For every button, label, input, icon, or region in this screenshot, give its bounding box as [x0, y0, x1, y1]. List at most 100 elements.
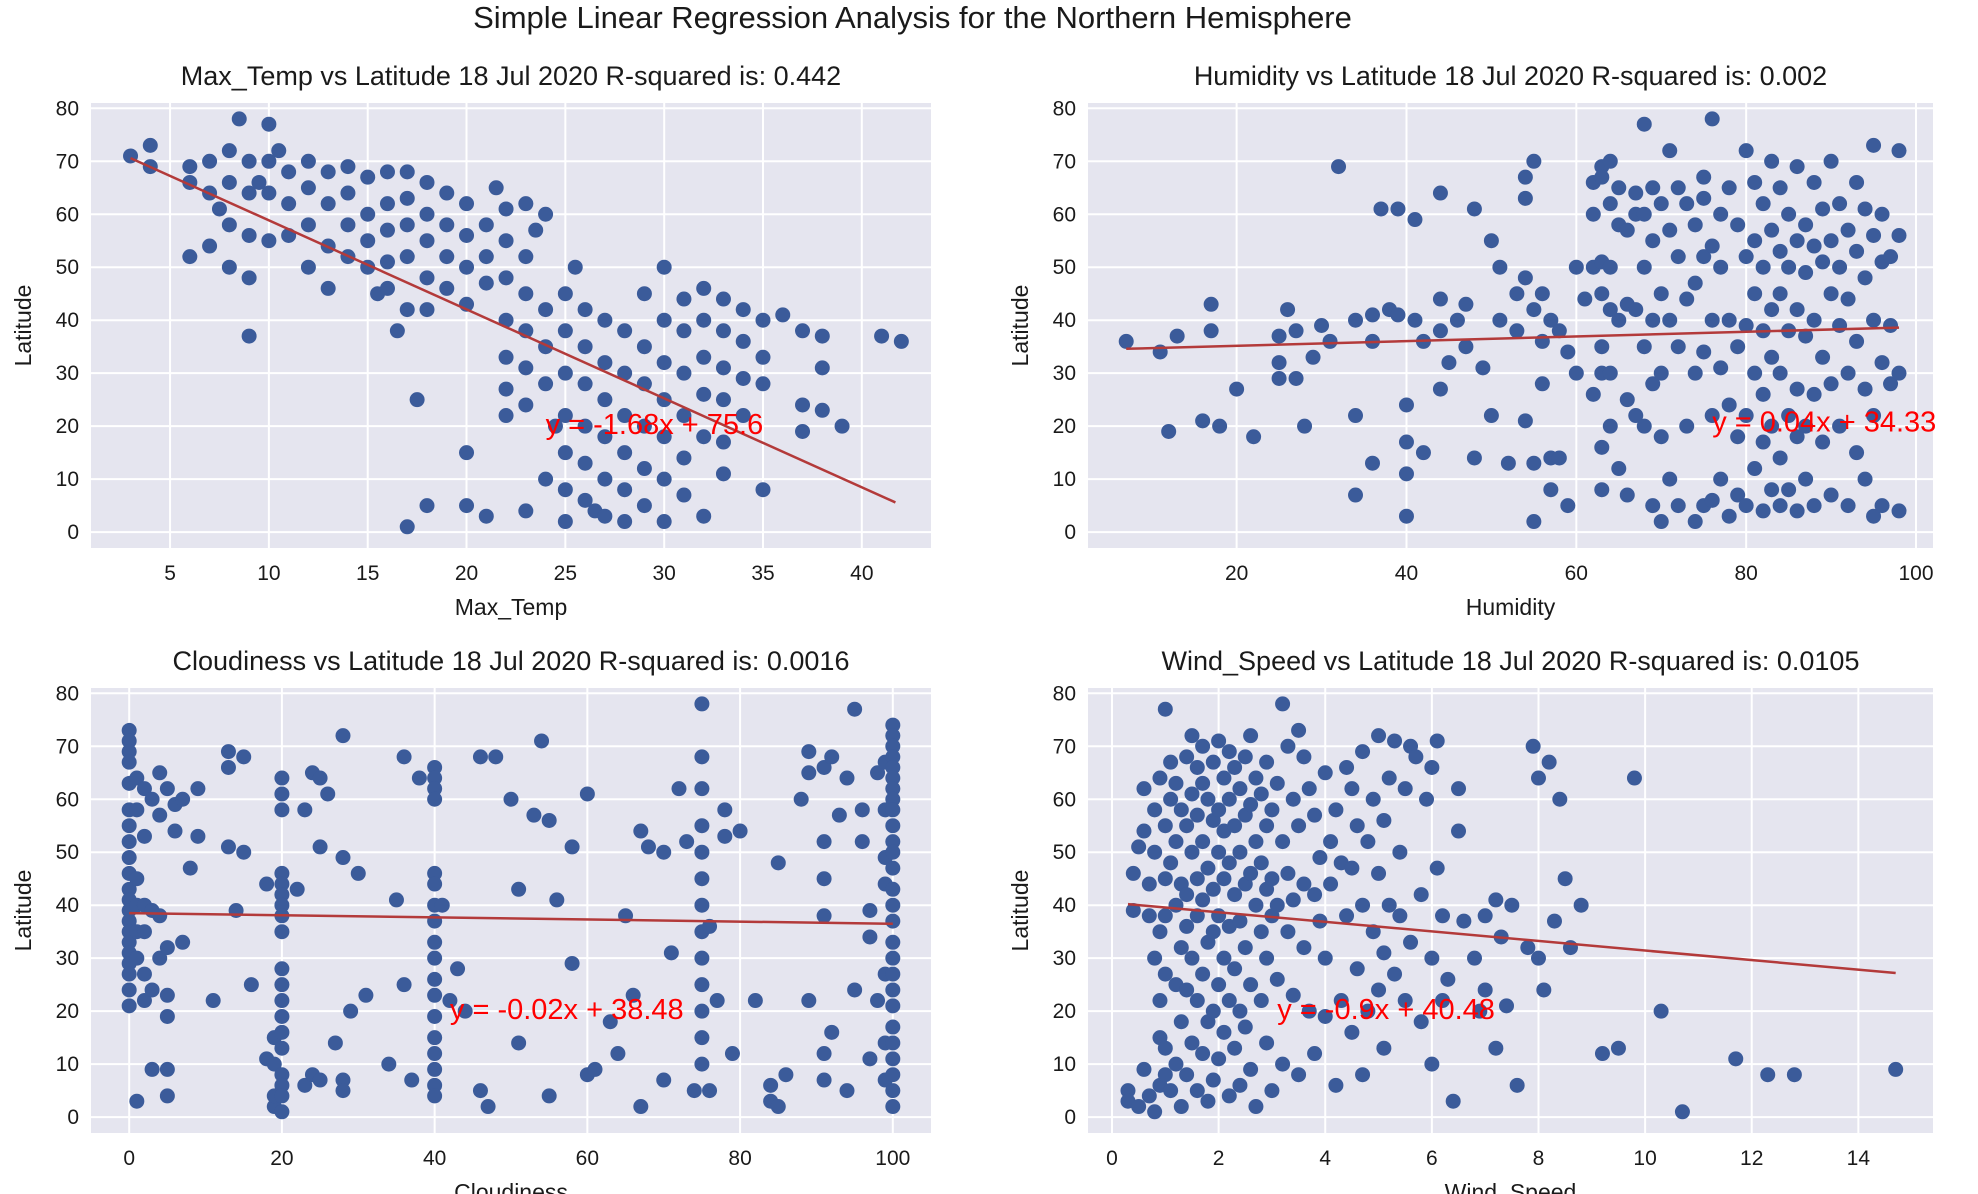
cloudiness-data-point: [885, 717, 901, 733]
cloudiness-title: Cloudiness vs Latitude 18 Jul 2020 R-squ…: [173, 646, 850, 676]
wind-speed-data-point: [1355, 1067, 1371, 1083]
wind-speed-data-point: [1157, 1040, 1173, 1056]
max-temp-data-point: [419, 206, 435, 222]
humidity-data-point: [1645, 498, 1661, 514]
max-temp-data-point: [755, 376, 771, 392]
humidity-data-point: [1747, 365, 1763, 381]
wind-speed-data-point: [1205, 1003, 1221, 1019]
humidity-data-point: [1721, 508, 1737, 524]
max-temp-data-point: [439, 185, 455, 201]
max-temp-data-point: [538, 302, 554, 318]
wind-speed-data-point: [1259, 950, 1275, 966]
cloudiness-data-point: [190, 828, 206, 844]
humidity-data-point: [1314, 318, 1330, 333]
humidity-data-point: [1823, 233, 1839, 249]
humidity-data-point: [1704, 111, 1720, 127]
wind-speed-data-point: [1397, 993, 1413, 1009]
humidity-data-point: [1662, 143, 1678, 159]
max-temp-data-point: [518, 249, 534, 265]
wind-speed-data-point: [1536, 982, 1552, 998]
wind-speed-data-point: [1179, 818, 1195, 834]
cloudiness-data-point: [541, 1088, 557, 1104]
humidity-data-point: [1738, 498, 1754, 514]
max-temp-data-point: [182, 159, 198, 175]
wind-speed-data-point: [1435, 908, 1451, 924]
max-temp-data-point: [814, 328, 830, 344]
cloudiness-data-point: [404, 1072, 420, 1088]
humidity-data-point: [1568, 259, 1584, 275]
humidity-data-point: [1645, 180, 1661, 196]
max-temp-data-point: [715, 291, 731, 307]
humidity-data-point: [1857, 381, 1873, 397]
humidity-data-point: [1398, 466, 1414, 482]
cloudiness-data-point: [274, 802, 290, 818]
humidity-data-point: [1891, 143, 1907, 159]
cloudiness-data-point: [801, 744, 817, 760]
humidity-data-point: [1619, 222, 1635, 238]
cloudiness-data-point: [220, 744, 236, 760]
cloudiness-data-point: [587, 1061, 603, 1077]
humidity-data-point: [1628, 185, 1644, 201]
humidity-data-point: [1823, 286, 1839, 302]
wind-speed-data-point: [1248, 1099, 1264, 1115]
cloudiness-data-point: [694, 781, 710, 797]
humidity-data-point: [1577, 291, 1593, 307]
wind-speed-data-point: [1344, 1024, 1360, 1040]
cloudiness-data-point: [312, 839, 328, 855]
humidity-data-point: [1169, 328, 1185, 344]
humidity-data-point: [1687, 217, 1703, 233]
max-temp-data-point: [231, 111, 247, 127]
humidity-data-point: [1432, 323, 1448, 339]
humidity-y-tick-label: 20: [1053, 415, 1076, 438]
humidity-data-point: [1679, 418, 1695, 434]
humidity-data-point: [1458, 296, 1474, 312]
humidity-data-point: [1602, 418, 1618, 434]
max-temp-data-point: [439, 249, 455, 265]
humidity-x-tick-label: 100: [1898, 562, 1933, 585]
max-temp-data-point: [409, 392, 425, 408]
wind-speed-y-tick-label: 60: [1053, 788, 1076, 811]
wind-speed-data-point: [1424, 1056, 1440, 1072]
wind-speed-data-point: [1285, 987, 1301, 1003]
wind-speed-data-point: [1435, 993, 1451, 1009]
cloudiness-data-point: [793, 791, 809, 807]
wind-speed-data-point: [1525, 738, 1541, 754]
cloudiness-data-point: [694, 977, 710, 993]
wind-speed-data-point: [1285, 892, 1301, 908]
humidity-data-point: [1670, 180, 1686, 196]
wind-speed-data-point: [1195, 892, 1211, 908]
wind-speed-x-tick-label: 0: [1106, 1147, 1118, 1170]
wind-speed-data-point: [1227, 818, 1243, 834]
wind-speed-data-point: [1179, 887, 1195, 903]
cloudiness-data-point: [770, 855, 786, 871]
wind-speed-data-point: [1467, 950, 1483, 966]
cloudiness-data-point: [503, 791, 519, 807]
cloudiness-data-point: [457, 1003, 473, 1019]
wind-speed-data-point: [1376, 945, 1392, 961]
wind-speed-data-point: [1136, 781, 1152, 797]
humidity-data-point: [1772, 286, 1788, 302]
wind-speed-x-tick-label: 12: [1740, 1147, 1763, 1170]
humidity-data-point: [1704, 408, 1720, 424]
humidity-data-point: [1475, 360, 1491, 376]
cloudiness-data-point: [427, 1030, 443, 1046]
cloudiness-data-point: [450, 961, 466, 977]
cloudiness-data-point: [870, 765, 886, 781]
max-temp-data-point: [459, 259, 475, 275]
max-temp-data-point: [676, 450, 692, 466]
humidity-data-point: [1517, 169, 1533, 185]
max-temp-data-point: [636, 418, 652, 434]
humidity-data-point: [1212, 418, 1228, 434]
humidity-data-point: [1526, 514, 1542, 530]
cloudiness-data-point: [205, 993, 221, 1009]
humidity-data-point: [1772, 365, 1788, 381]
max-temp-data-point: [478, 249, 494, 265]
cloudiness-data-point: [220, 839, 236, 855]
cloudiness-data-point: [289, 881, 305, 897]
wind-speed-data-point: [1189, 993, 1205, 1009]
humidity-data-point: [1594, 439, 1610, 455]
cloudiness-data-point: [136, 828, 152, 844]
max-temp-data-point: [251, 174, 267, 190]
wind-speed-data-point: [1381, 897, 1397, 913]
humidity-data-point: [1432, 381, 1448, 397]
